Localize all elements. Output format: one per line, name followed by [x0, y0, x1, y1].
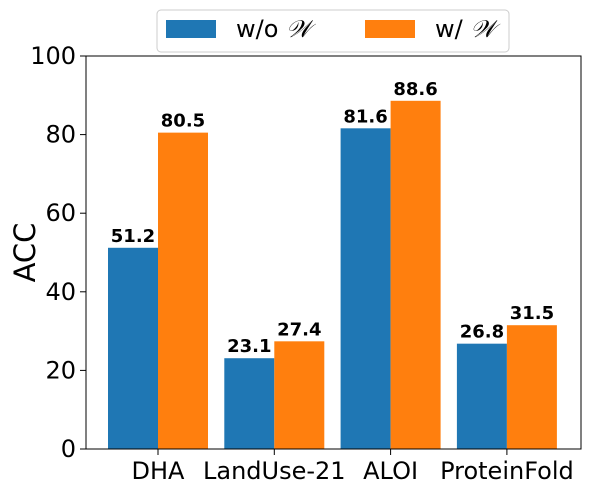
bar-with-2 — [390, 100, 441, 449]
legend-label-without: w/o 𝒲 — [236, 15, 317, 43]
bar-value-label: 81.6 — [343, 106, 387, 127]
data-labels-layer: 51.2 80.5 23.1 27.4 81.6 88.6 26.8 31.5 — [111, 79, 554, 357]
bar-with-1 — [274, 341, 325, 449]
y-tick-label: 20 — [45, 356, 76, 384]
y-tick-label: 60 — [45, 199, 76, 227]
bar-without-3 — [456, 343, 507, 449]
y-ticks: 0 20 40 60 80 100 — [30, 42, 86, 463]
bar-value-label: 27.4 — [277, 319, 321, 340]
y-tick-label: 100 — [30, 42, 76, 70]
bar-value-label: 26.8 — [460, 322, 504, 343]
y-tick-label: 0 — [61, 435, 76, 463]
bar-without-0 — [108, 247, 158, 449]
bar-with-3 — [506, 325, 557, 449]
axes-frame — [85, 55, 582, 450]
x-tick-label: ProteinFold — [440, 457, 574, 485]
x-tick-label: ALOI — [363, 457, 418, 485]
bar-without-2 — [340, 128, 391, 449]
legend-label-with: w/ 𝒲 — [435, 15, 501, 43]
x-tick-label: DHA — [132, 457, 186, 485]
bars-layer — [108, 100, 557, 449]
bar-value-label: 80.5 — [161, 111, 205, 132]
bar-value-label: 23.1 — [227, 336, 271, 357]
legend-swatch-with — [365, 20, 415, 38]
x-tick-label: LandUse-21 — [203, 457, 346, 485]
bar-value-label: 51.2 — [111, 226, 155, 247]
bar-value-label: 31.5 — [510, 303, 554, 324]
bar-with-0 — [158, 132, 208, 449]
y-tick-label: 80 — [45, 121, 76, 149]
legend-swatch-without — [166, 20, 216, 38]
legend: w/o 𝒲 w/ 𝒲 — [156, 9, 510, 53]
y-axis-label: ACC — [8, 223, 42, 283]
bar-without-1 — [224, 358, 275, 449]
x-ticks: DHA LandUse-21 ALOI ProteinFold — [132, 449, 574, 485]
bar-value-label: 88.6 — [393, 79, 437, 100]
y-tick-label: 40 — [45, 278, 76, 306]
legend-box — [156, 9, 510, 53]
